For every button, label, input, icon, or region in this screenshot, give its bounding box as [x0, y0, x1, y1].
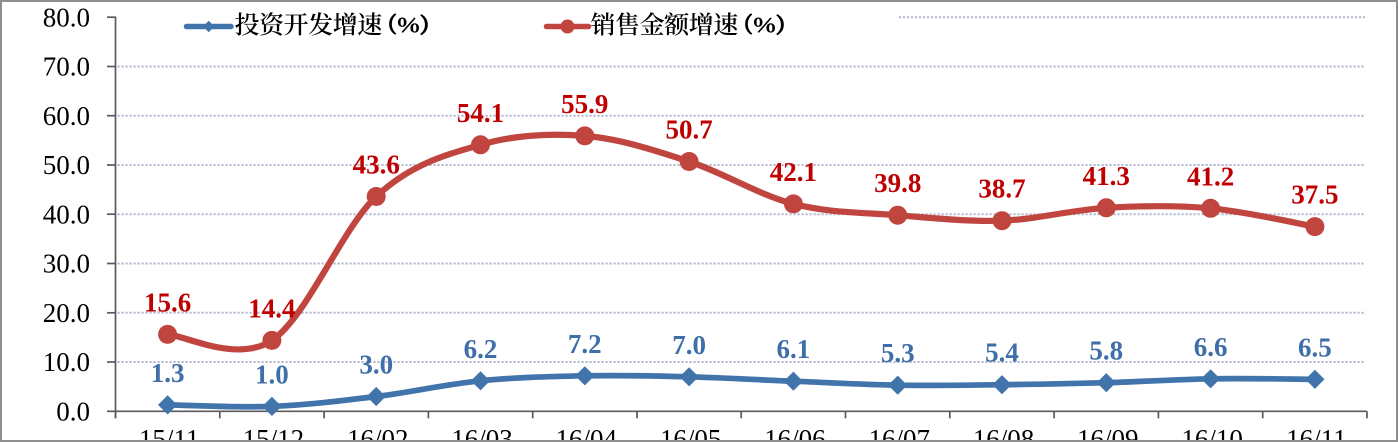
svg-text:50.7: 50.7 [665, 115, 712, 145]
svg-text:80.0: 80.0 [43, 2, 90, 32]
svg-text:16/03: 16/03 [451, 424, 513, 442]
svg-text:16/06: 16/06 [764, 424, 826, 442]
svg-text:30.0: 30.0 [43, 249, 90, 279]
svg-text:16/08: 16/08 [973, 424, 1035, 442]
svg-text:6.6: 6.6 [1194, 332, 1228, 362]
svg-text:37.5: 37.5 [1291, 180, 1338, 210]
svg-text:5.8: 5.8 [1089, 336, 1123, 366]
svg-text:16/04: 16/04 [556, 424, 618, 442]
svg-text:16/11: 16/11 [1286, 424, 1347, 442]
svg-text:6.5: 6.5 [1298, 332, 1332, 362]
svg-text:0.0: 0.0 [56, 397, 90, 427]
svg-text:38.7: 38.7 [978, 174, 1025, 204]
svg-text:6.2: 6.2 [464, 334, 498, 364]
svg-text:70.0: 70.0 [43, 52, 90, 82]
svg-text:15/11: 15/11 [139, 424, 200, 442]
svg-text:16/09: 16/09 [1077, 424, 1139, 442]
svg-text:1.3: 1.3 [151, 358, 185, 388]
svg-text:10.0: 10.0 [43, 347, 90, 377]
svg-text:55.9: 55.9 [561, 89, 608, 119]
svg-text:54.1: 54.1 [457, 98, 504, 128]
svg-text:15/12: 15/12 [243, 424, 305, 442]
svg-text:40.0: 40.0 [43, 199, 90, 229]
svg-text:16/02: 16/02 [347, 424, 409, 442]
svg-text:41.3: 41.3 [1083, 161, 1130, 191]
svg-text:50.0: 50.0 [43, 150, 90, 180]
svg-text:6.1: 6.1 [777, 334, 811, 364]
svg-text:14.4: 14.4 [248, 293, 295, 323]
svg-text:1.0: 1.0 [255, 359, 289, 389]
svg-text:16/05: 16/05 [660, 424, 722, 442]
svg-text:7.2: 7.2 [568, 329, 602, 359]
svg-text:43.6: 43.6 [353, 150, 400, 180]
svg-text:39.8: 39.8 [874, 168, 921, 198]
svg-text:60.0: 60.0 [43, 101, 90, 131]
svg-text:7.0: 7.0 [672, 330, 706, 360]
svg-text:42.1: 42.1 [770, 157, 817, 187]
svg-text:41.2: 41.2 [1187, 161, 1234, 191]
svg-text:16/07: 16/07 [868, 424, 930, 442]
svg-text:5.3: 5.3 [881, 338, 915, 368]
svg-text:3.0: 3.0 [359, 350, 393, 380]
svg-text:20.0: 20.0 [43, 298, 90, 328]
svg-text:16/10: 16/10 [1181, 424, 1243, 442]
svg-text:5.4: 5.4 [985, 338, 1019, 368]
svg-text:15.6: 15.6 [144, 287, 191, 317]
